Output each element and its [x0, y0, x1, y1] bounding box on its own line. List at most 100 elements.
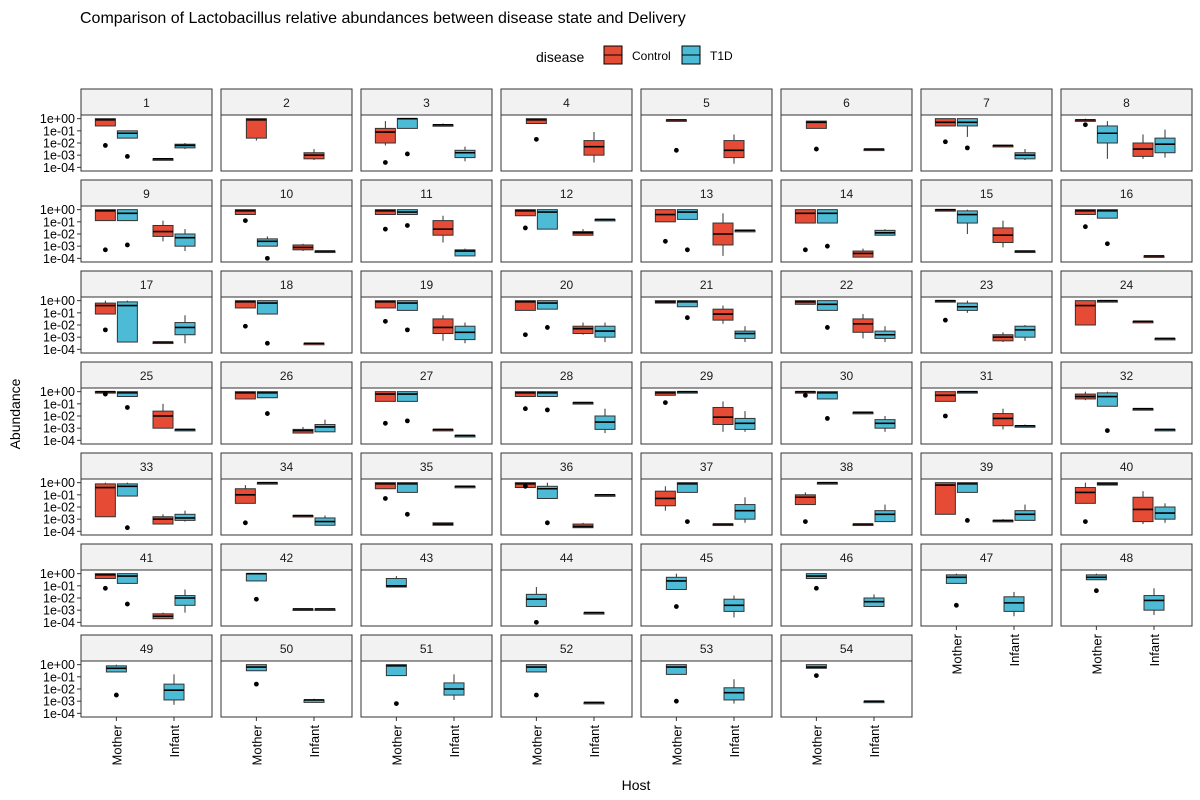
- box-iqr: [1074, 300, 1096, 326]
- box-mother-control: [934, 118, 956, 145]
- box-iqr: [245, 118, 267, 139]
- box-mother-control: [94, 209, 116, 253]
- facet-panel: 29: [640, 361, 773, 445]
- box-infant-t1d: [583, 701, 605, 705]
- facet-strip-label: 48: [1120, 551, 1134, 565]
- facet-strip: [920, 543, 1053, 571]
- box-mother-t1d: [956, 300, 978, 313]
- box-infant-control: [152, 403, 174, 429]
- box-iqr: [992, 413, 1014, 427]
- box-iqr: [676, 300, 698, 308]
- box-iqr: [536, 300, 558, 310]
- box-mother-control: [94, 390, 116, 397]
- facet-strip-label: 10: [280, 187, 294, 201]
- box-iqr: [314, 424, 336, 433]
- facet-strip: [500, 361, 633, 389]
- facet-strip-label: 5: [703, 96, 710, 110]
- box-iqr: [514, 300, 536, 311]
- y-tick-label: 1e-03: [43, 422, 75, 436]
- box-infant-t1d: [174, 315, 196, 344]
- y-tick-label: 1e-02: [43, 319, 75, 333]
- box-iqr: [676, 209, 698, 220]
- y-tick-label: 1e+00: [40, 294, 75, 308]
- box-mother-t1d: [245, 572, 267, 602]
- box-infant-t1d: [594, 322, 616, 343]
- facet-strip-label: 51: [420, 642, 434, 656]
- facet-plot-area: [640, 569, 773, 627]
- box-iqr: [852, 318, 874, 333]
- box-outlier: [673, 604, 679, 609]
- box-outlier: [662, 400, 668, 406]
- box-outlier: [522, 406, 528, 412]
- facet-strip: [80, 179, 213, 207]
- box-outlier: [102, 247, 108, 253]
- box-infant-control: [432, 522, 454, 526]
- box-iqr: [734, 330, 756, 339]
- box-iqr: [525, 664, 547, 673]
- facet-strip-label: 14: [840, 187, 854, 201]
- box-infant-control: [583, 132, 605, 163]
- box-iqr: [874, 510, 896, 523]
- facet-plot-area: [1060, 205, 1193, 263]
- facet-strip: [220, 270, 353, 298]
- facet-plot-area: [360, 478, 493, 536]
- box-outlier: [124, 405, 130, 410]
- box-outlier: [404, 151, 410, 157]
- box-outlier: [673, 147, 679, 153]
- facet-panel: 51 Mother Infant: [360, 634, 493, 765]
- facet-plot-area: [780, 387, 913, 445]
- box-outlier: [242, 323, 248, 329]
- facet-panel: 45: [640, 543, 773, 627]
- facet-strip: [500, 179, 633, 207]
- box-mother-t1d: [385, 576, 407, 588]
- box-mother-control: [234, 209, 256, 224]
- box-iqr: [374, 300, 396, 309]
- box-infant-t1d: [594, 494, 616, 497]
- box-infant-t1d: [314, 250, 336, 254]
- facet-strip: [920, 179, 1053, 207]
- box-mother-t1d: [396, 391, 418, 424]
- box-infant-control: [712, 305, 734, 324]
- box-infant-control: [432, 428, 454, 432]
- box-iqr: [665, 576, 687, 590]
- y-tick-label: 1e-04: [43, 525, 75, 539]
- facet-panel: 4: [500, 88, 633, 172]
- facet-panel: 34: [220, 452, 353, 536]
- y-tick-label: 1e-02: [43, 410, 75, 424]
- box-infant-control: [992, 519, 1014, 523]
- x-tick-label: Mother: [1089, 633, 1104, 674]
- box-infant-control: [992, 144, 1014, 148]
- x-tick-label: Mother: [809, 724, 824, 765]
- box-infant-t1d: [454, 248, 476, 257]
- facet-strip: [220, 179, 353, 207]
- box-infant-control: [432, 215, 454, 243]
- box-iqr: [734, 504, 756, 520]
- facet-strip: [500, 543, 633, 571]
- facet-panel: 2: [220, 88, 353, 172]
- box-iqr: [454, 249, 476, 257]
- facet-strip-label: 26: [280, 369, 294, 383]
- box-outlier: [964, 145, 970, 151]
- box-mother-control: [1074, 118, 1096, 128]
- facet-panel: 26: [220, 361, 353, 445]
- box-iqr: [152, 410, 174, 429]
- facet-strip-label: 28: [560, 369, 574, 383]
- facet-plot-area: [500, 569, 633, 627]
- facet-strip: [920, 361, 1053, 389]
- facet-strip-label: 11: [420, 187, 433, 201]
- box-outlier: [102, 143, 108, 148]
- facet-strip: [780, 179, 913, 207]
- facet-strip-label: 22: [840, 278, 854, 292]
- y-tick-label: 1e-03: [43, 604, 75, 618]
- box-infant-control: [992, 332, 1014, 343]
- box-infant-t1d: [1003, 591, 1025, 617]
- facet-strip: [360, 270, 493, 298]
- box-infant-t1d: [454, 434, 476, 438]
- box-mother-t1d: [676, 482, 698, 525]
- box-infant-control: [303, 342, 325, 346]
- box-infant-t1d: [863, 700, 885, 704]
- y-tick-label: 1e-03: [43, 695, 75, 709]
- legend-title: disease: [536, 49, 584, 65]
- facet-strip: [80, 361, 213, 389]
- box-outlier: [404, 327, 410, 333]
